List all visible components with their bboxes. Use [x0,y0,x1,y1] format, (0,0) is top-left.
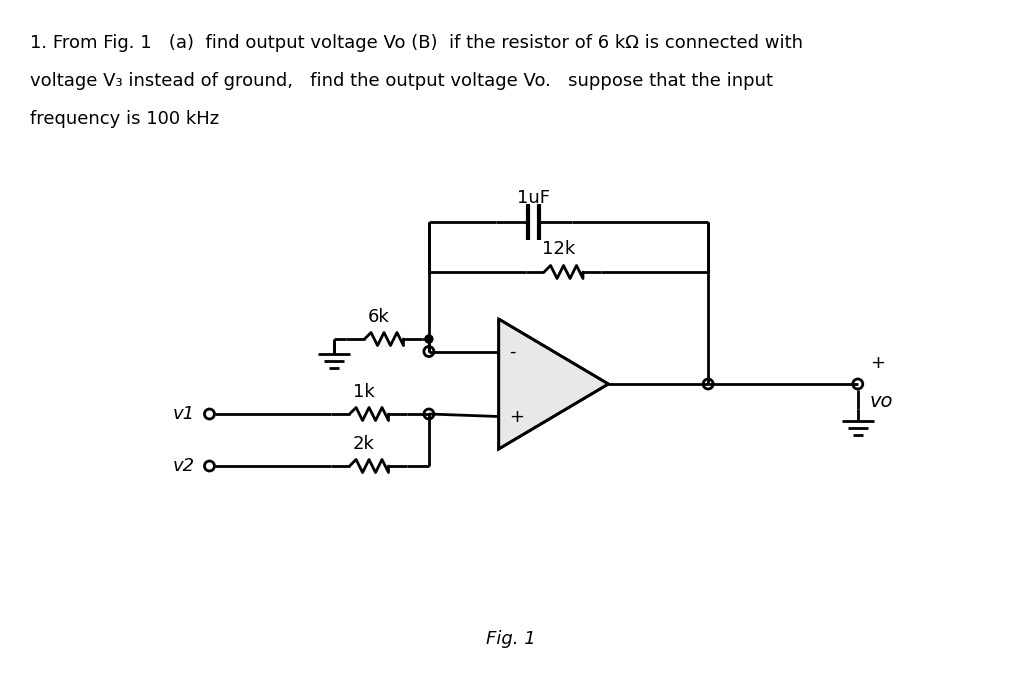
Text: v1: v1 [172,405,195,423]
Text: 12k: 12k [542,240,575,258]
Circle shape [425,335,433,343]
Text: voltage V₃ instead of ground,   find the output voltage Vo.   suppose that the i: voltage V₃ instead of ground, find the o… [30,72,773,90]
Text: -: - [509,343,515,360]
Text: +: + [509,407,523,425]
Text: vo: vo [869,392,893,411]
Text: Fig. 1: Fig. 1 [485,630,536,648]
Text: 2k: 2k [353,435,375,453]
Polygon shape [499,319,608,449]
Text: v2: v2 [172,457,195,475]
Text: 6k: 6k [369,308,390,326]
Text: +: + [869,354,885,372]
Text: 1. From Fig. 1   (a)  find output voltage Vo (B)  if the resistor of 6 kΩ is con: 1. From Fig. 1 (a) find output voltage V… [30,34,803,52]
Text: 1k: 1k [353,383,375,401]
Text: 1uF: 1uF [517,189,550,207]
Text: frequency is 100 kHz: frequency is 100 kHz [30,110,219,128]
